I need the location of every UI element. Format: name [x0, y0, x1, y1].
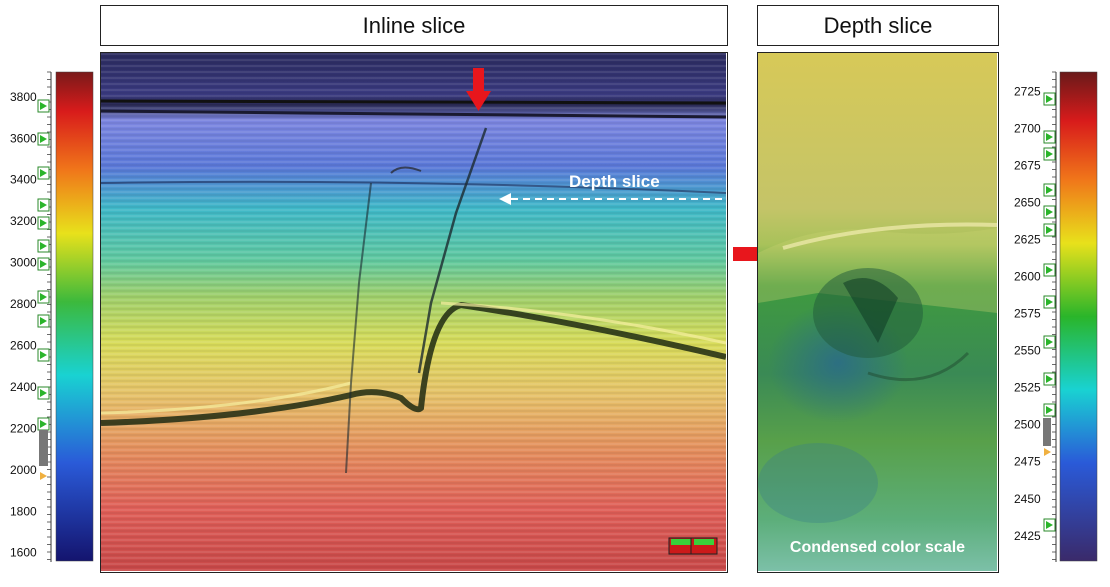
- right-scale-control-point[interactable]: [1043, 130, 1056, 144]
- right-color-bar: [1059, 71, 1098, 562]
- left-scale-control-point[interactable]: [37, 348, 50, 362]
- inline-slice-image[interactable]: Depth slice: [101, 53, 726, 571]
- left-scale-handles: [37, 99, 50, 431]
- left-color-bar: [55, 71, 94, 562]
- depth-slice-arrow-head: [499, 193, 511, 205]
- right-scale-control-point[interactable]: [1043, 295, 1056, 309]
- right-scale-control-point[interactable]: [1043, 223, 1056, 237]
- left-scale-tick-label: 3800: [10, 90, 37, 104]
- right-scale-control-point[interactable]: [1043, 372, 1056, 386]
- depth-slice-title: Depth slice: [757, 5, 999, 46]
- left-scale-tick-label: 3600: [10, 131, 37, 145]
- right-scale-tick-label: 2575: [1014, 307, 1041, 321]
- left-scale-control-point[interactable]: [37, 290, 50, 304]
- left-scale-control-point[interactable]: [37, 198, 50, 212]
- left-scale-tick-label: 3400: [10, 173, 37, 187]
- left-scale-control-point[interactable]: [37, 239, 50, 253]
- right-scale-labels: 2725 2700 2675 2650 2625 2600 2575 2550 2525 2500…: [1014, 84, 1041, 543]
- right-scale-tick-label: 2675: [1014, 158, 1041, 172]
- inline-slice-title: Inline slice: [100, 5, 728, 46]
- right-color-scale[interactable]: 2725 2700 2675 2650 2625 2600 2575 2550 2525 2500…: [1000, 0, 1110, 587]
- right-scale-handles: [1043, 92, 1056, 532]
- right-scale-control-point[interactable]: [1043, 92, 1056, 106]
- right-scale-control-point[interactable]: [1043, 263, 1056, 277]
- left-scale-control-point[interactable]: [37, 99, 50, 113]
- left-scale-control-point[interactable]: [37, 257, 50, 271]
- right-scale-tick-label: 2550: [1014, 344, 1041, 358]
- right-scale-tick-label: 2475: [1014, 455, 1041, 469]
- right-scale-tick-label: 2700: [1014, 121, 1041, 135]
- right-scale-tick-label: 2425: [1014, 529, 1041, 543]
- left-scale-control-point[interactable]: [37, 386, 50, 400]
- right-scale-tick-label: 2500: [1014, 418, 1041, 432]
- right-scale-tick-label: 2650: [1014, 195, 1041, 209]
- inline-red-arrow: [466, 68, 491, 111]
- left-scale-tick-label: 2800: [10, 297, 37, 311]
- depth-slice-annotation: Depth slice: [569, 172, 660, 191]
- left-scale-marker[interactable]: [40, 472, 47, 480]
- left-scale-labels: 3800 3600 3400 3200 3000 2800 2600 2400 2200 2000…: [10, 90, 37, 560]
- right-scale-control-point[interactable]: [1043, 518, 1056, 532]
- left-scale-control-point[interactable]: [37, 417, 50, 431]
- layer-toggle-icon[interactable]: [668, 537, 718, 555]
- left-scale-control-point[interactable]: [37, 166, 50, 180]
- right-scale-control-point[interactable]: [1043, 183, 1056, 197]
- right-scale-tick-label: 2725: [1014, 84, 1041, 98]
- left-scale-tick-label: 3000: [10, 256, 37, 270]
- right-scale-control-point[interactable]: [1043, 205, 1056, 219]
- left-scale-range-slider[interactable]: [39, 430, 48, 466]
- right-scale-tick-label: 2625: [1014, 232, 1041, 246]
- inline-slice-panel[interactable]: Depth slice: [100, 52, 728, 573]
- left-scale-tick-label: 2600: [10, 339, 37, 353]
- right-scale-marker[interactable]: [1044, 448, 1051, 456]
- right-scale-tick-label: 2450: [1014, 492, 1041, 506]
- right-scale-control-point[interactable]: [1043, 403, 1056, 417]
- right-scale-control-point[interactable]: [1043, 335, 1056, 349]
- depth-slice-panel[interactable]: Condensed color scale: [757, 52, 999, 573]
- right-scale-control-point[interactable]: [1043, 147, 1056, 161]
- condensed-color-scale-annotation: Condensed color scale: [790, 539, 965, 556]
- right-scale-tick-label: 2525: [1014, 381, 1041, 395]
- left-scale-tick-label: 3200: [10, 214, 37, 228]
- left-color-scale[interactable]: 3800 3600 3400 3200 3000 2800 2600 2400 2200 2000…: [0, 0, 100, 587]
- left-scale-tick-label: 2200: [10, 421, 37, 435]
- left-scale-control-point[interactable]: [37, 132, 50, 146]
- left-scale-tick-label: 2400: [10, 380, 37, 394]
- left-scale-tick-label: 1800: [10, 504, 37, 518]
- left-scale-control-point[interactable]: [37, 314, 50, 328]
- left-scale-tick-label: 1600: [10, 546, 37, 560]
- depth-slice-title-text: Depth slice: [823, 12, 933, 38]
- left-scale-tick-label: 2000: [10, 463, 37, 477]
- inline-slice-title-text: Inline slice: [362, 12, 466, 38]
- depth-slice-image[interactable]: Condensed color scale: [758, 53, 997, 571]
- right-scale-range-slider[interactable]: [1043, 418, 1051, 446]
- left-scale-control-point[interactable]: [37, 216, 50, 230]
- right-scale-minor-ticks: [1052, 71, 1056, 560]
- right-scale-tick-label: 2600: [1014, 269, 1041, 283]
